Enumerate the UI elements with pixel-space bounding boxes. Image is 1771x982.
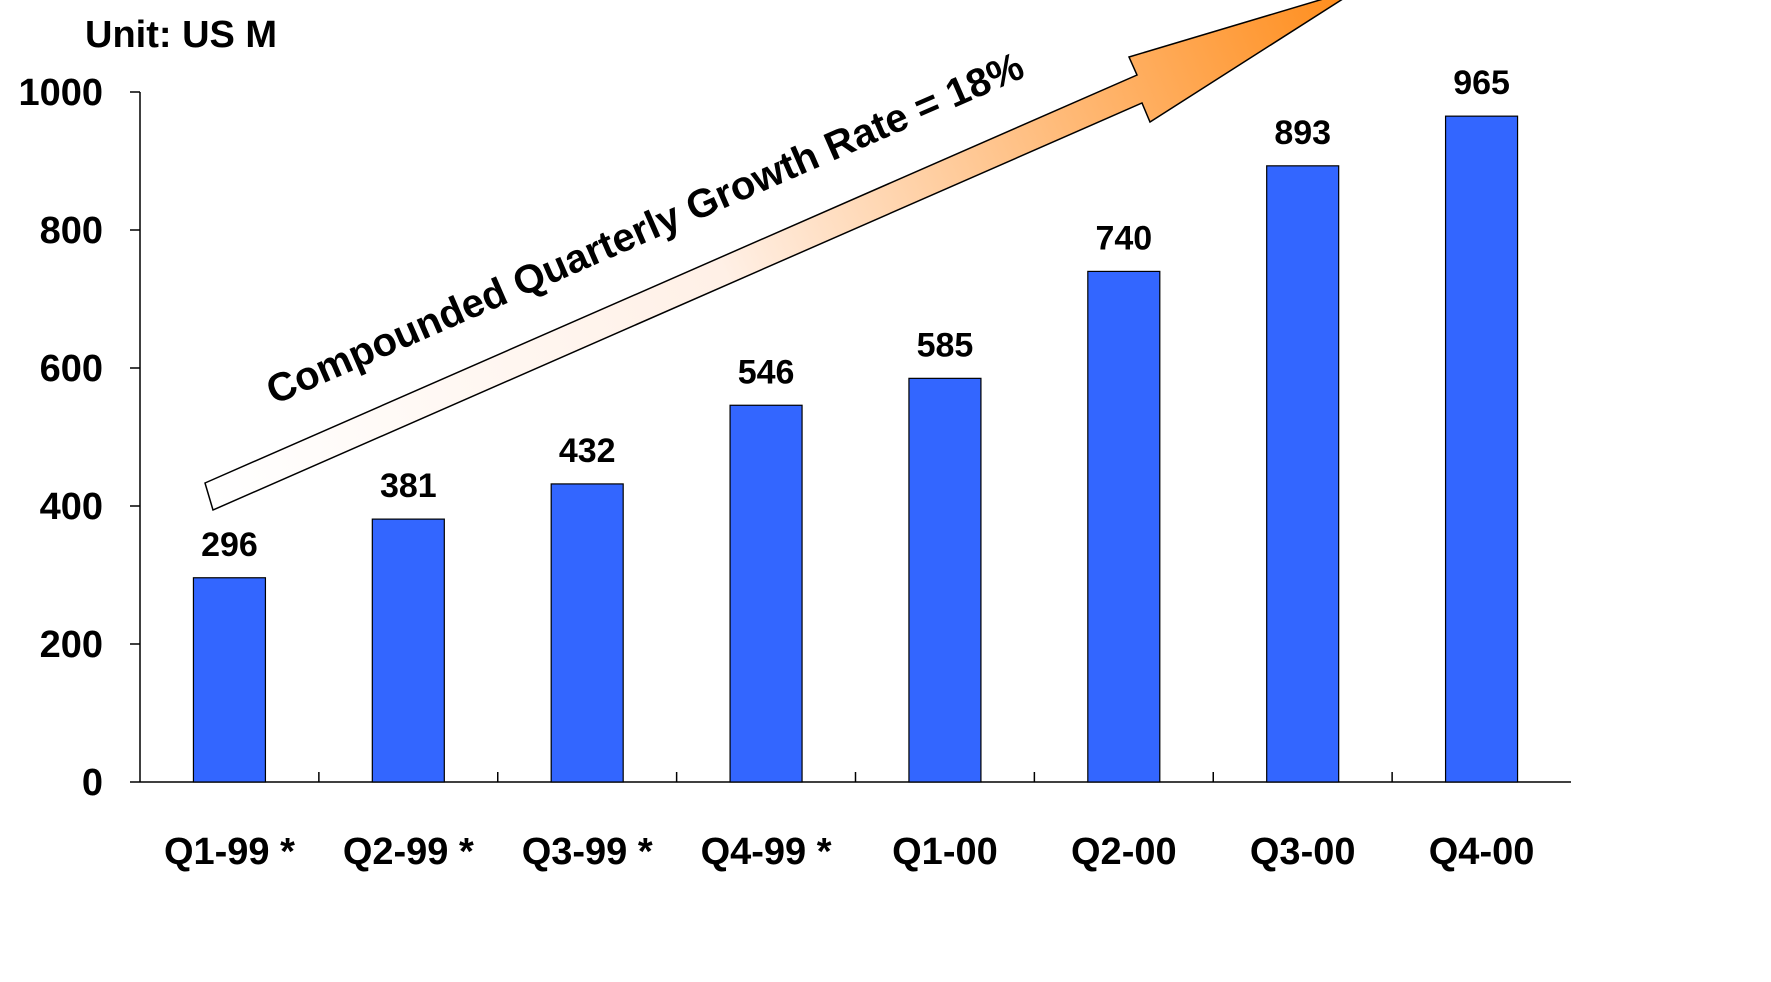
growth-arrow [204,0,1343,512]
x-tick-label: Q3-99 * [522,831,653,873]
bar [729,404,803,783]
growth-annotation: Compounded Quarterly Growth Rate = 18% [260,44,1030,413]
bar-value-label: 585 [917,326,974,364]
bar-value-label: 740 [1095,219,1152,257]
bar [550,483,624,783]
y-tick-label: 200 [40,624,103,666]
bar-value-label: 432 [559,432,616,470]
x-tick-label: Q4-00 [1429,831,1535,873]
category-labels: Q1-99 * Q2-99 * Q3-99 * Q4-99 * Q1-00 Q2-00 Q3… [164,831,1534,873]
bar [1087,270,1161,783]
x-axis [140,772,1571,783]
bar [908,377,982,783]
y-tick-label: 400 [40,486,103,528]
bar [192,577,267,783]
bar-series [192,115,1519,783]
x-tick-label: Q1-00 [892,831,998,873]
bar-value-label: 546 [738,353,795,391]
bar [1266,165,1340,783]
data-labels: 296 381 432 546 585 740 893 965 [201,64,1510,564]
bar [1444,115,1519,783]
y-axis: 0 200 400 600 800 1000 [18,72,141,804]
bar-value-label: 381 [380,467,437,505]
bar [371,518,445,783]
bar-value-label: 296 [201,526,258,564]
y-tick-label: 0 [82,762,103,804]
bar-value-label: 965 [1453,64,1510,102]
y-tick-label: 1000 [18,72,103,114]
x-tick-label: Q3-00 [1250,831,1356,873]
x-tick-label: Q4-99 * [701,831,832,873]
x-tick-label: Q2-99 * [343,831,474,873]
bar-value-label: 893 [1274,114,1331,152]
x-tick-label: Q1-99 * [164,831,295,873]
unit-label: Unit: US M [85,14,277,56]
x-tick-label: Q2-00 [1071,831,1177,873]
y-tick-label: 600 [40,348,103,390]
y-tick-label: 800 [40,210,103,252]
